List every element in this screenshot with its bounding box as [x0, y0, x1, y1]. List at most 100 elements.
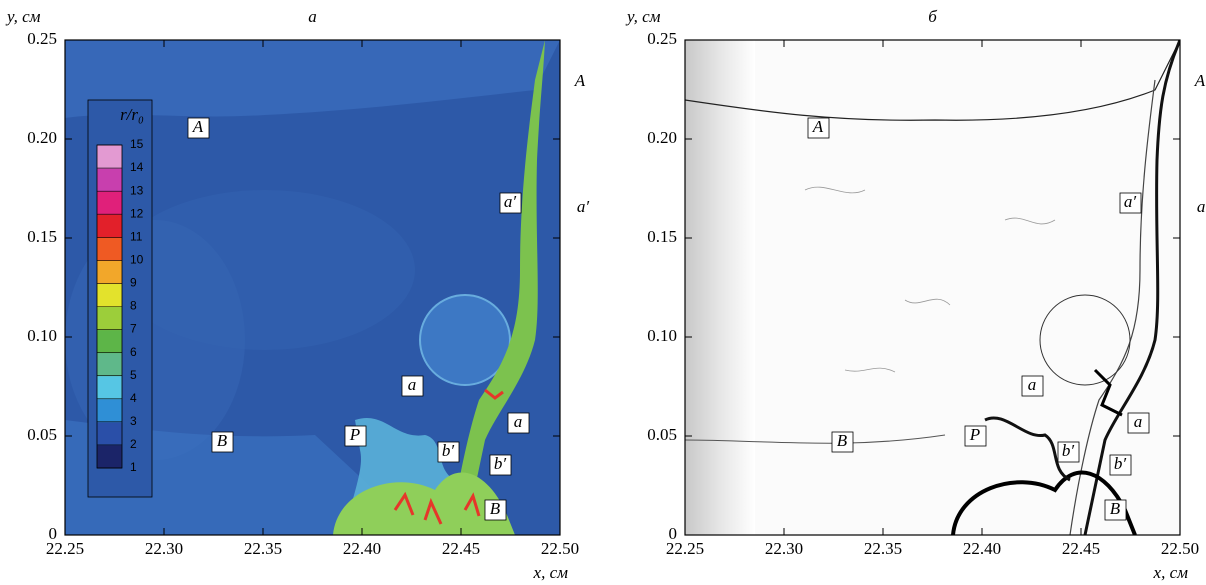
y-tick-label: 0.05 [27, 425, 57, 444]
x-axis-label: x, см [533, 563, 569, 582]
colorbar-tick-label: 14 [130, 160, 144, 174]
y-tick-label: 0 [669, 524, 678, 543]
x-tick-label: 22.40 [963, 539, 1001, 558]
annotation: B [1110, 499, 1121, 518]
y-tick-label: 0.15 [647, 227, 677, 246]
annotation: b′ [442, 441, 455, 460]
annotation: b′ [494, 454, 507, 473]
annotation-box [1127, 412, 1150, 434]
x-axis-label: x, см [1153, 563, 1189, 582]
plot-frame [684, 39, 1181, 536]
x-tick-label: 22.45 [442, 539, 480, 558]
annotation-box [489, 454, 512, 476]
y-tick-label: 0.25 [27, 29, 57, 48]
annotation: a [408, 375, 417, 394]
x-tick-label: 22.30 [765, 539, 803, 558]
colorbar-tick-label: 2 [130, 437, 137, 451]
annotation: a [514, 412, 523, 431]
annotation-box [344, 425, 367, 447]
annotation-box [1119, 192, 1142, 214]
annotation-box [499, 192, 522, 214]
annotation-box [1021, 375, 1044, 397]
y-tick-label: 0 [49, 524, 58, 543]
x-tick-label: 22.50 [1161, 539, 1199, 558]
panel-title: а [308, 7, 317, 26]
annotation-box [484, 499, 507, 521]
annotation-box [437, 441, 460, 463]
annotation-box [507, 412, 530, 434]
colorbar-tick-label: 3 [130, 414, 137, 428]
colorbar-segment [97, 214, 122, 238]
y-axis-label: y, см [625, 7, 661, 26]
colorbar-segment [97, 260, 122, 284]
x-tick-label: 22.45 [1062, 539, 1100, 558]
colorbar-tick-label: 8 [130, 299, 137, 313]
annotation: A [812, 117, 824, 136]
annotation-box [1104, 499, 1127, 521]
colorbar-segment [97, 306, 122, 331]
annotation: a [1028, 375, 1037, 394]
colorbar-label: r/r₀ [120, 105, 144, 124]
y-tick-label: 0.20 [647, 128, 677, 147]
colorbar-segment [97, 444, 122, 469]
colorbar-segment [97, 168, 122, 192]
x-tick-label: 22.35 [864, 539, 902, 558]
colorbar-tick-label: 6 [130, 345, 137, 359]
edge-label: a′ [577, 197, 590, 216]
annotation: a′ [504, 192, 517, 211]
annotation: B [837, 431, 848, 450]
x-tick-label: 22.30 [145, 539, 183, 558]
colorbar-segment [97, 237, 122, 261]
panel-title: б [928, 7, 937, 26]
x-tick-label: 22.25 [666, 539, 704, 558]
annotation: A [192, 117, 204, 136]
x-tick-label: 22.35 [244, 539, 282, 558]
annotation: P [349, 425, 360, 444]
x-tick-label: 22.50 [541, 539, 579, 558]
annotation-box [211, 431, 234, 453]
colorbar-tick-label: 10 [130, 253, 144, 267]
colorbar-segment [97, 421, 122, 446]
colorbar-tick-label: 15 [130, 137, 144, 151]
annotation-box [1109, 454, 1132, 476]
edge-label: a′ [1197, 197, 1206, 216]
colorbar-segment [97, 145, 122, 169]
y-tick-label: 0.05 [647, 425, 677, 444]
annotation: B [217, 431, 228, 450]
y-axis-label: y, см [5, 7, 41, 26]
colorbar-tick-label: 11 [130, 229, 143, 243]
colorbar-segment [97, 191, 122, 215]
colorbar-tick-label: 1 [130, 460, 137, 474]
colorbar-segment [97, 352, 122, 377]
colorbar-segment [97, 375, 122, 400]
edge-label: A [574, 71, 586, 90]
x-tick-label: 22.25 [46, 539, 84, 558]
colorbar-tick-label: 7 [130, 322, 137, 336]
colorbar-segment [97, 283, 122, 307]
x-tick-label: 22.40 [343, 539, 381, 558]
annotation-box [964, 425, 987, 447]
colorbar-tick-label: 12 [130, 206, 144, 220]
edge-label: A [1194, 71, 1206, 90]
annotation: a [1134, 412, 1143, 431]
y-tick-label: 0.15 [27, 227, 57, 246]
y-tick-label: 0.10 [27, 326, 57, 345]
annotation-box [401, 375, 424, 397]
colorbar-segment [97, 398, 122, 423]
annotation: b′ [1062, 441, 1075, 460]
annotation-box [831, 431, 854, 453]
plot-frame [64, 39, 561, 536]
y-tick-label: 0.10 [647, 326, 677, 345]
colorbar-tick-label: 13 [130, 183, 144, 197]
colorbar-segment [97, 329, 122, 354]
annotation-box [1057, 441, 1080, 463]
y-tick-label: 0.20 [27, 128, 57, 147]
annotation: a′ [1124, 192, 1137, 211]
annotation: P [969, 425, 980, 444]
annotation-box [187, 117, 210, 139]
annotation-box [807, 117, 830, 139]
annotation: b′ [1114, 454, 1127, 473]
colorbar-tick-label: 5 [130, 368, 137, 382]
annotation: B [490, 499, 501, 518]
